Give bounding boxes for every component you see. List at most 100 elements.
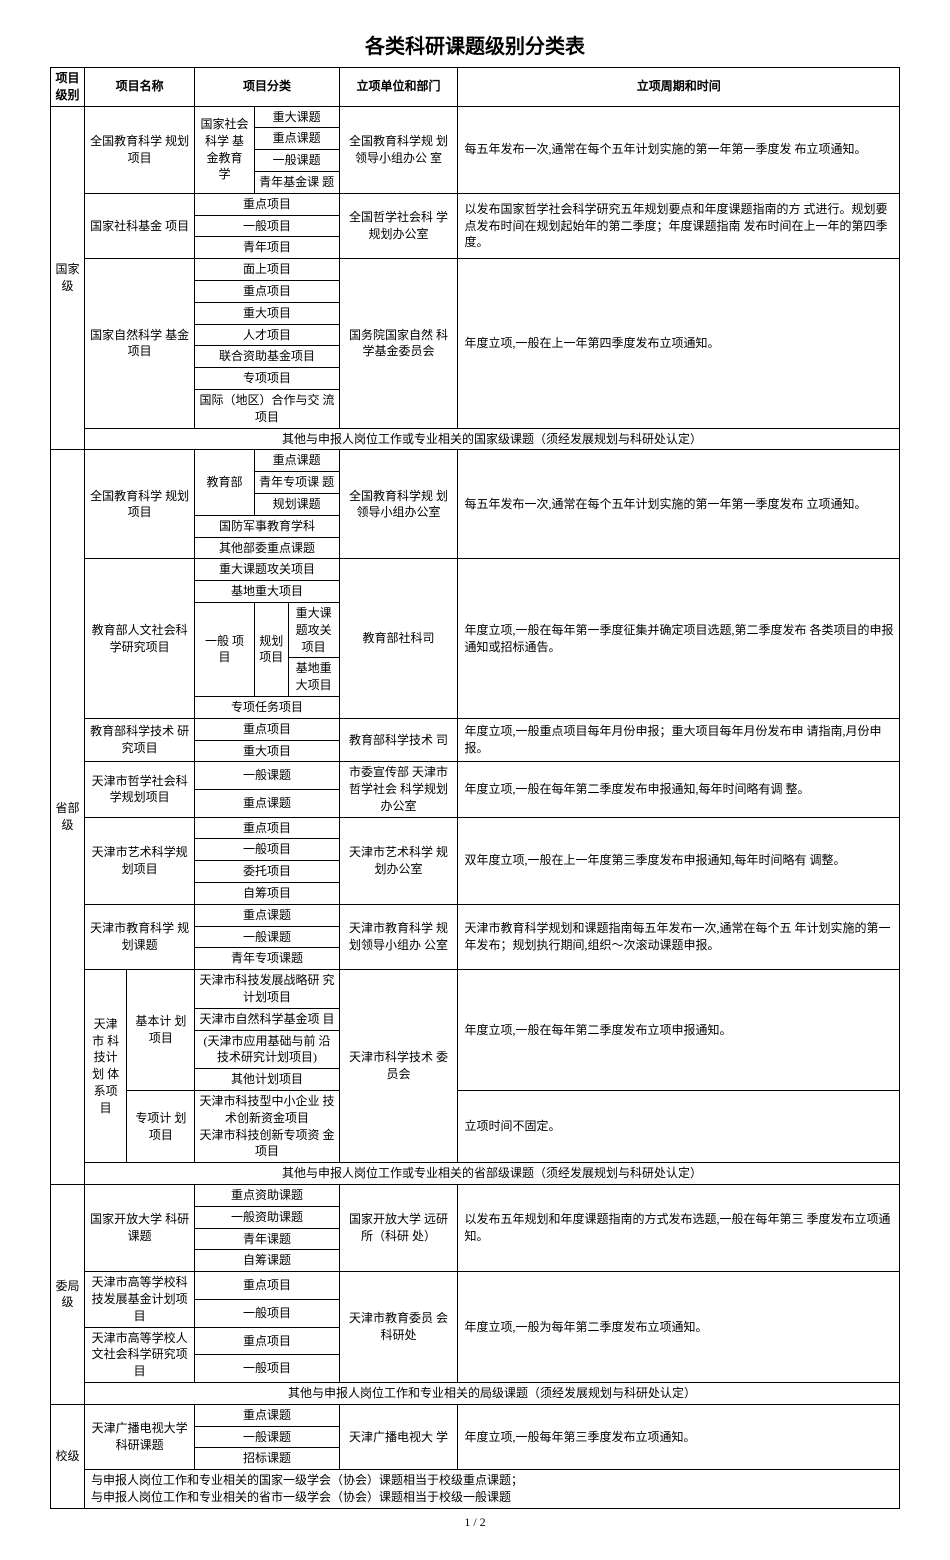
- note-row: 其他与申报人岗位工作或专业相关的国家级课题（须经发展规划与科研处认定）: [84, 428, 899, 450]
- cell: 天津市艺术科学规 划项目: [84, 817, 194, 904]
- cell: 规划课题: [254, 493, 339, 515]
- cell: 天津广播电视大 学: [339, 1404, 458, 1469]
- level-national: 国家 级: [51, 106, 85, 450]
- cell: 重点项目: [195, 718, 339, 740]
- cell: 全国教育科学规 划领导小组办公 室: [339, 106, 458, 193]
- cell: 一般资助课题: [195, 1206, 339, 1228]
- cell: 联合资助基金项目: [195, 346, 339, 368]
- cell: 国家开放大学 远研所（科研 处）: [339, 1185, 458, 1272]
- cell: 教育部科学技术 司: [339, 718, 458, 762]
- cell: 重大课题攻关项目: [195, 559, 339, 581]
- note-row: 其他与申报人岗位工作或专业相关的省部级课题（须经发展规划与科研处认定）: [84, 1163, 899, 1185]
- cell: 一般 项目: [195, 602, 254, 696]
- cell: 市委宣传部 天津市哲学社会 科学规划办公室: [339, 762, 458, 817]
- cell: 国际（地区）合作与交 流项目: [195, 389, 339, 428]
- cell: 以发布五年规划和年度课题指南的方式发布选题,一般在每年第三 季度发布立项通知。: [458, 1185, 900, 1272]
- cell: 重点项目: [195, 1327, 339, 1355]
- cell: 专项计 划项目: [127, 1091, 195, 1163]
- cell: 基地重大项目: [195, 581, 339, 603]
- cell: 年度立项,一般在每年第二季度发布申报通知,每年时间略有调 整。: [458, 762, 900, 817]
- cell: 立项时间不固定。: [458, 1091, 900, 1163]
- cell: 重点项目: [195, 1272, 339, 1300]
- level-bureau: 委局 级: [51, 1185, 85, 1405]
- header-dept: 立项单位和部门: [339, 68, 458, 107]
- cell: 年度立项,一般重点项目每年月份申报；重大项目每年月份发布申 请指南,月份申报。: [458, 718, 900, 762]
- cell: 重点课题: [195, 789, 339, 817]
- cell: 天津市 科技计 划 体系项 目: [84, 970, 126, 1163]
- cell: 重大项目: [195, 302, 339, 324]
- cell: 青年专项课 题: [254, 472, 339, 494]
- cell: 规划 项目: [254, 602, 288, 696]
- header-name: 项目名称: [84, 68, 194, 107]
- cell: 天津市教育委员 会科研处: [339, 1272, 458, 1383]
- cell: 一般课题: [254, 150, 339, 172]
- header-period: 立项周期和时间: [458, 68, 900, 107]
- header-classification: 项目分类: [195, 68, 339, 107]
- cell: 国家社会 科学 基金教育 学: [195, 106, 254, 193]
- level-school: 校级: [51, 1404, 85, 1508]
- cell: 天津市教育科学规划和课题指南每五年发布一次,通常在每个五 年计划实施的第一年发布…: [458, 904, 900, 969]
- cell: 委托项目: [195, 861, 339, 883]
- cell: 青年专项课题: [195, 948, 339, 970]
- cell: 专项项目: [195, 368, 339, 390]
- cell: 全国教育科学规 划 领导小组办公室: [339, 450, 458, 559]
- cell: 全国哲学社会科 学规划办公室: [339, 193, 458, 258]
- note-row: 与申报人岗位工作和专业相关的国家一级学会（协会）课题相当于校级重点课题；与申报人…: [84, 1470, 899, 1509]
- cell: 青年项目: [195, 237, 339, 259]
- cell: 重点课题: [254, 450, 339, 472]
- cell: 重大课 题攻关 项目: [288, 602, 339, 657]
- cell: 教育部社科司: [339, 559, 458, 718]
- cell: 重大项目: [195, 740, 339, 762]
- cell: 教育部: [195, 450, 254, 515]
- cell: 国防军事教育学科: [195, 515, 339, 537]
- cell: 一般项目: [195, 839, 339, 861]
- cell: 青年课题: [195, 1228, 339, 1250]
- cell: 国家开放大学 科研课题: [84, 1185, 194, 1272]
- page-footer: 1 / 2: [50, 1515, 900, 1530]
- cell: 天津市哲学社会科 学规划项目: [84, 762, 194, 817]
- cell: 国务院国家自然 科学基金委员会: [339, 259, 458, 428]
- cell: 天津市科技发展战略研 究计划项目: [195, 970, 339, 1009]
- cell: 一般课题: [195, 762, 339, 790]
- cell: 每五年发布一次,通常在每个五年计划实施的第一年第一季度发布 立项通知。: [458, 450, 900, 559]
- cell: 年度立项,一般为每年第二季度发布立项通知。: [458, 1272, 900, 1383]
- cell: 重大课题: [254, 106, 339, 128]
- cell: 年度立项,一般在上一年第四季度发布立项通知。: [458, 259, 900, 428]
- cell: 专项任务项目: [195, 696, 339, 718]
- cell: 年度立项,一般每年第三季度发布立项通知。: [458, 1404, 900, 1469]
- cell: 天津市高等学校科 技发展基金计划项 目: [84, 1272, 194, 1327]
- cell: 基本计 划项目: [127, 970, 195, 1091]
- cell: 人才项目: [195, 324, 339, 346]
- cell: 一般项目: [195, 215, 339, 237]
- cell: 天津市教育科学 规划领导小组办 公室: [339, 904, 458, 969]
- cell: 天津广播电视大学 科研课题: [84, 1404, 194, 1469]
- cell: 面上项目: [195, 259, 339, 281]
- cell: 教育部人文社会科 学研究项目: [84, 559, 194, 718]
- level-provincial: 省部 级: [51, 450, 85, 1185]
- cell: 重点课题: [195, 1404, 339, 1426]
- cell: 天津市科技型中小企业 技术创新资金项目天津市科技创新专项资 金项目: [195, 1091, 339, 1163]
- cell: 国家自然科学 基金项目: [84, 259, 194, 428]
- cell: 一般项目: [195, 1355, 339, 1383]
- cell: 重点项目: [195, 817, 339, 839]
- cell: 天津市教育科学 规划课题: [84, 904, 194, 969]
- cell: 自筹项目: [195, 883, 339, 905]
- cell: 年度立项,一般在每年第二季度发布立项申报通知。: [458, 970, 900, 1091]
- note-row: 其他与申报人岗位工作和专业相关的局级课题（须经发展规划与科研处认定）: [84, 1383, 899, 1405]
- cell: (天津市应用基础与前 沿技术研究计划项目): [195, 1030, 339, 1069]
- cell: 双年度立项,一般在上一年度第三季度发布申报通知,每年时间略有 调整。: [458, 817, 900, 904]
- cell: 全国教育科学 规划项目: [84, 106, 194, 193]
- cell: 其他部委重点课题: [195, 537, 339, 559]
- cell: 重点项目: [195, 193, 339, 215]
- cell: 天津市自然科学基金项 目: [195, 1008, 339, 1030]
- cell: 一般课题: [195, 1426, 339, 1448]
- cell: 全国教育科学 规划项目: [84, 450, 194, 559]
- cell: 教育部科学技术 研究项目: [84, 718, 194, 762]
- cell: 每五年发布一次,通常在每个五年计划实施的第一年第一季度发 布立项通知。: [458, 106, 900, 193]
- cell: 其他计划项目: [195, 1069, 339, 1091]
- cell: 自筹课题: [195, 1250, 339, 1272]
- cell: 天津市高等学校人 文社会科学研究项 目: [84, 1327, 194, 1382]
- cell: 国家社科基金 项目: [84, 193, 194, 258]
- cell: 一般课题: [195, 926, 339, 948]
- page-title: 各类科研课题级别分类表: [50, 30, 900, 59]
